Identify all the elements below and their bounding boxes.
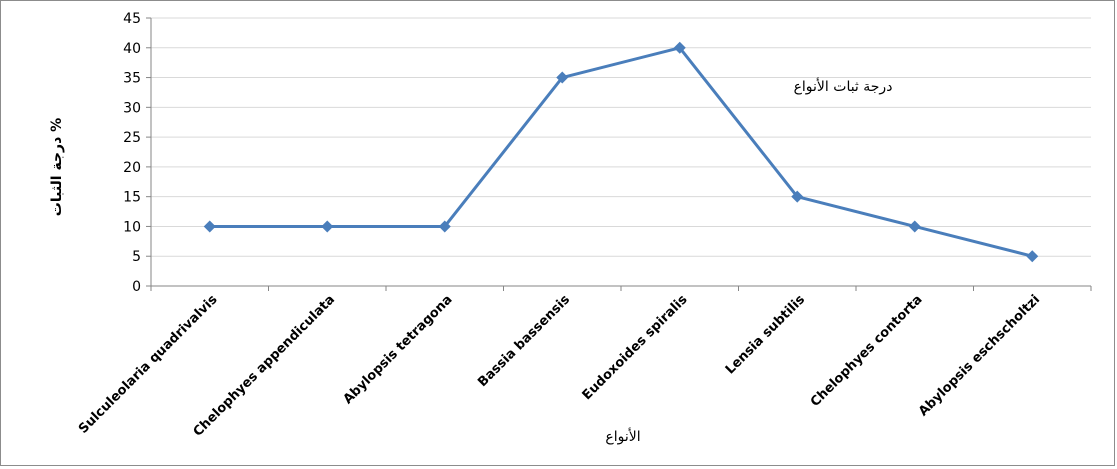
series-label: درجة ثبات الأنواع [794,77,893,95]
data-point-marker [791,190,804,203]
y-tick-label: 25 [123,130,141,146]
y-tick-labels: 0 5 10 15 20 25 30 35 40 45 [123,11,141,295]
x-tick-label: Sulculeolaria quadrivalvis [76,292,221,437]
x-tick-label: Bassia bassensis [475,292,573,390]
series-layer [203,41,1039,263]
x-tick-label: Eudoxoides spiralis [580,292,691,403]
data-point-marker [438,220,451,233]
y-tick-label: 45 [123,11,141,27]
x-axis-title: الأنواع [605,427,640,445]
gridlines [151,17,1091,257]
series-line [209,46,1033,258]
y-tick-label: 20 [123,160,141,176]
y-tick-label: 10 [123,219,141,235]
data-point-marker [203,220,216,233]
x-tick-label: Abylopsis eschscholtzi [916,292,1043,419]
data-point-marker [673,41,686,54]
x-tick-label: Chelophyes appendiculata [191,292,338,439]
y-tick-label: 35 [123,71,141,87]
data-point-marker [1026,250,1039,263]
data-point-marker [908,220,921,233]
data-point-marker [321,220,334,233]
x-tick-label: Abylopsis tetragona [341,292,456,407]
y-axis-title: درجة الثبات % [49,118,65,216]
y-tick-label: 30 [123,100,141,116]
y-tick-label: 5 [132,249,141,265]
x-tick-label: Lensia subtilis [723,292,808,377]
data-point-marker [556,71,569,84]
y-tick-label: 15 [123,190,141,206]
x-tick-label: Chelophyes contorta [808,292,926,410]
y-tick-label: 0 [132,279,141,295]
y-tick-label: 40 [123,41,141,57]
axes [146,17,1092,291]
